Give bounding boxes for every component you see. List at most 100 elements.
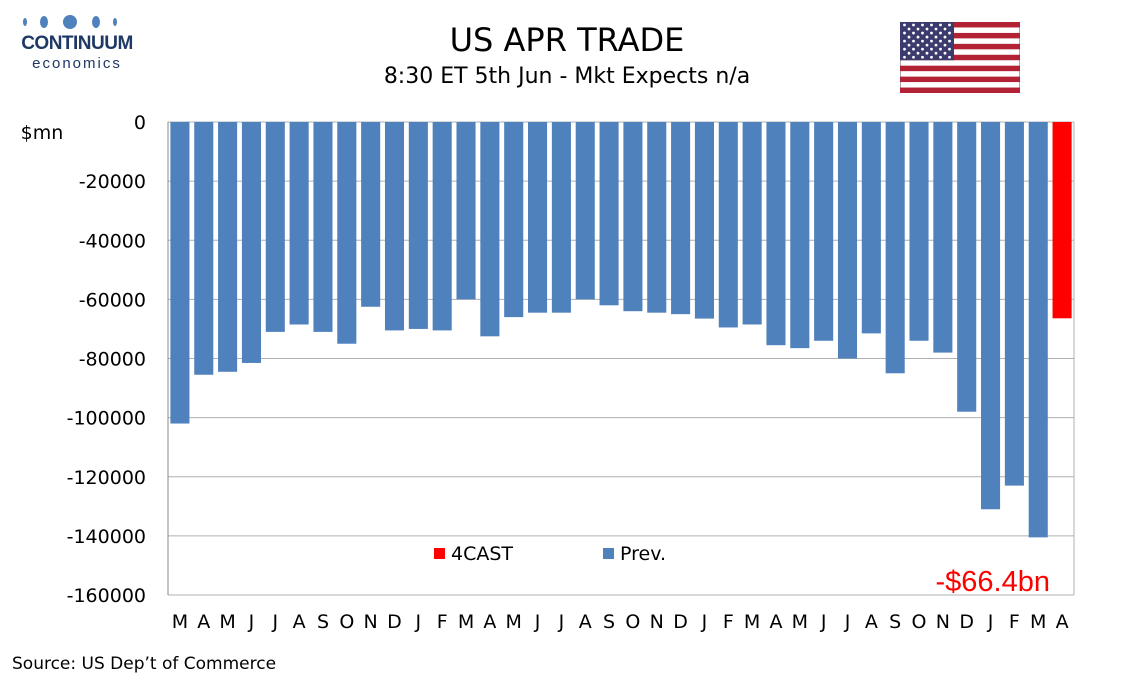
prev-bar (933, 122, 953, 353)
x-tick-label: N (650, 611, 664, 633)
prev-bar (480, 122, 500, 337)
x-tick-label: J (271, 611, 278, 633)
prev-bar (647, 122, 667, 313)
logo-dots-icon (23, 15, 117, 29)
x-tick-label: J (987, 611, 994, 633)
x-tick-label: F (723, 611, 734, 633)
prev-bar (1004, 122, 1024, 486)
y-tick-label: -160000 (67, 585, 146, 607)
legend-swatch (603, 548, 614, 559)
y-tick-label: 0 (134, 112, 146, 134)
y-tick-label: -100000 (67, 408, 146, 430)
x-tick-label: D (673, 611, 688, 633)
prev-bar (694, 122, 714, 319)
x-tick-label: A (483, 611, 496, 633)
x-tick-label: D (959, 611, 974, 633)
x-tick-label: M (744, 611, 760, 633)
x-tick-label: J (820, 611, 827, 633)
x-tick-label: M (219, 611, 235, 633)
x-tick-label: J (558, 611, 565, 633)
us-flag-icon (900, 22, 1020, 93)
x-tick-label: S (889, 611, 901, 633)
chart-subtitle: 8:30 ET 5th Jun - Mkt Expects n/a (383, 64, 751, 89)
prev-bar (1028, 122, 1048, 538)
y-tick-label: -20000 (79, 171, 146, 193)
prev-bar (575, 122, 595, 300)
prev-bar (384, 122, 405, 331)
x-tick-label: J (248, 611, 255, 633)
x-tick-label: J (534, 611, 541, 633)
x-tick-label: A (293, 611, 306, 633)
prev-bar (623, 122, 643, 312)
x-tick-label: S (603, 611, 615, 633)
prev-bar (981, 122, 1001, 510)
x-tick-label: F (437, 611, 448, 633)
x-tick-label: A (1056, 611, 1069, 633)
y-tick-label: -120000 (67, 467, 146, 489)
x-tick-label: J (415, 611, 422, 633)
prev-bar (742, 122, 762, 325)
x-tick-label: J (701, 611, 708, 633)
chart-title: US APR TRADE (449, 21, 685, 59)
prev-bar (289, 122, 309, 325)
legend-label: 4CAST (451, 543, 513, 565)
legend-swatch (434, 548, 445, 559)
prev-bar (957, 122, 977, 412)
x-tick-label: A (197, 611, 210, 633)
x-tick-label: A (865, 611, 878, 633)
y-tick-label: -140000 (67, 526, 146, 548)
prev-bar (361, 122, 381, 307)
prev-bar (408, 122, 428, 329)
prev-bar (599, 122, 619, 306)
prev-bar (837, 122, 858, 359)
x-tick-label: M (1030, 611, 1046, 633)
y-tick-label: -80000 (79, 349, 146, 371)
prev-bar (885, 122, 905, 374)
prev-bar (790, 122, 810, 349)
x-tick-label: O (912, 611, 927, 633)
x-tick-label: O (339, 611, 354, 633)
continuum-economics-logo: CONTINUUM economics (12, 14, 142, 74)
x-tick-label: M (792, 611, 808, 633)
prev-bar (170, 122, 190, 424)
x-tick-label: A (769, 611, 782, 633)
prev-bar (218, 122, 238, 372)
y-tick-label: -60000 (79, 289, 146, 311)
prev-bar (432, 122, 452, 331)
prev-bar (456, 122, 476, 300)
x-tick-label: N (936, 611, 950, 633)
x-tick-label: M (506, 611, 522, 633)
x-tick-label: D (387, 611, 402, 633)
logo-sub: economics (32, 55, 122, 72)
source-note: Source: US Dep’t of Commerce (12, 654, 277, 674)
x-tick-label: F (1009, 611, 1020, 633)
x-tick-label: S (317, 611, 329, 633)
logo-brand: CONTINUUM (21, 33, 133, 54)
x-tick-label: M (172, 611, 188, 633)
prev-bar (194, 122, 214, 375)
legend-label: Prev. (620, 543, 666, 565)
y-tick-label: -40000 (79, 230, 146, 252)
prev-bar (766, 122, 786, 346)
prev-bar (671, 122, 691, 315)
prev-bar (241, 122, 261, 363)
prev-bar (528, 122, 548, 313)
x-tick-label: O (625, 611, 640, 633)
forecast-annotation: -$66.4bn (936, 566, 1051, 598)
prev-bar (551, 122, 571, 313)
prev-bar (814, 122, 834, 341)
prev-bar (909, 122, 929, 341)
forecast-bar (1052, 122, 1072, 319)
prev-bar (861, 122, 881, 334)
x-tick-label: M (458, 611, 474, 633)
prev-bar (313, 122, 333, 332)
x-tick-label: A (579, 611, 592, 633)
prev-bar (504, 122, 524, 318)
prev-bar (265, 122, 285, 332)
y-axis-label: $mn (21, 122, 64, 144)
prev-bar (718, 122, 738, 328)
x-tick-label: J (844, 611, 851, 633)
prev-bar (337, 122, 357, 344)
x-tick-label: N (364, 611, 378, 633)
